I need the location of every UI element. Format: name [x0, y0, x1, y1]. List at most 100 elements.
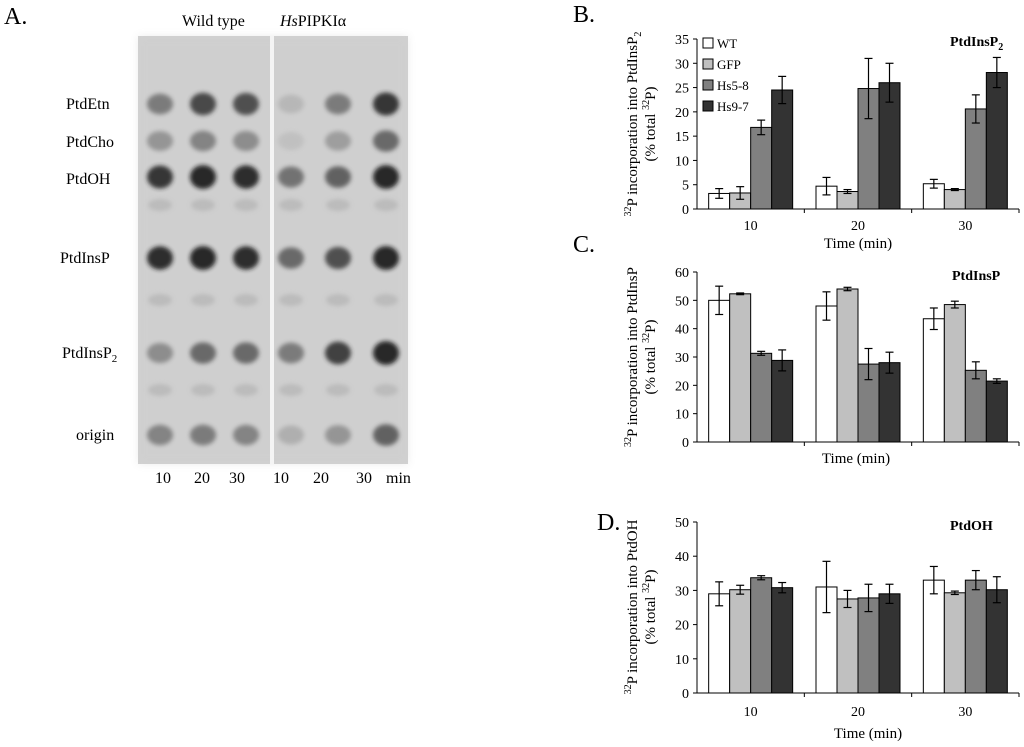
y-tick-label: 40	[675, 323, 689, 338]
chart-0: B. PtdInsP2 32P incorporation into PtdInsP…	[573, 2, 1020, 252]
bar-gfp-20	[836, 288, 859, 443]
panel-letter: C.	[573, 232, 595, 258]
chart-title-main: PtdInsP	[952, 269, 1001, 284]
x-tick-label: 30	[958, 705, 972, 720]
y-tick-label: 30	[675, 584, 689, 599]
y-axis-label-line2-pre: (% total	[643, 343, 659, 395]
gel-smear	[279, 384, 303, 396]
y-axis-label-line2: (% total 32P)	[641, 87, 659, 162]
bar-hs5-8-10	[750, 577, 773, 694]
y-axis-label-line1-sup: 32	[623, 684, 634, 694]
gel-band	[190, 130, 216, 152]
y-axis-label-line1: 32P incorporation into PtdInsP	[623, 267, 641, 447]
panel-a: A. Wild type HsPIPKIα PtdEtn PtdCho PtdO…	[4, 4, 411, 487]
bar-hs9-7-10	[771, 587, 794, 694]
bar-hs9-7-30	[985, 72, 1008, 210]
gel-band	[325, 341, 351, 365]
gel-band	[190, 165, 216, 189]
y-axis-label-line2-main: P)	[643, 87, 659, 100]
lane-label-wt-30: 30	[229, 470, 245, 487]
gel-smear	[191, 294, 215, 306]
gel-band	[233, 342, 259, 364]
panel-a-letter: A.	[4, 4, 27, 30]
y-axis-label-line1-main: P incorporation into PtdInsP	[625, 267, 641, 437]
gel-header-hspipki: HsPIPKIα	[279, 13, 347, 30]
bar-gfp-30	[943, 592, 966, 694]
y-tick-label: 20	[675, 379, 689, 394]
gel-band	[373, 92, 399, 116]
gel-smear	[326, 384, 350, 396]
gel-smear	[279, 294, 303, 306]
gel-smear	[148, 384, 172, 396]
lipid-label-ptdoh: PtdOH	[66, 171, 111, 188]
y-tick-label: 0	[682, 687, 689, 702]
legend-swatch	[702, 100, 714, 112]
y-tick-label: 25	[675, 82, 689, 97]
gel-smear	[374, 294, 398, 306]
y-axis-label: 32P incorporation into PtdOH (% total 32P…	[623, 519, 659, 694]
gel-smear	[326, 199, 350, 211]
legend-label: Hs5-8	[717, 78, 749, 93]
gel-smear	[234, 384, 258, 396]
bar-gfp-20	[836, 191, 859, 210]
gel-band	[233, 165, 259, 189]
x-tick-label: 20	[851, 219, 865, 234]
bar-hs5-8-30	[964, 579, 987, 694]
y-axis-label-line2-pre: (% total	[643, 593, 659, 645]
lane-label-hs-10: 10	[273, 470, 289, 487]
y-axis-label: 32P incorporation into PtdInsP2(% total …	[623, 32, 659, 217]
x-axis-label: Time (min)	[834, 726, 902, 742]
gel-band	[190, 246, 216, 270]
chart-title: PtdInsP	[952, 269, 1001, 284]
y-axis-label-line1-sup: 32	[623, 206, 634, 216]
lipid-label-ptdinsp2: PtdInsP2	[62, 345, 117, 365]
gel-divider	[270, 36, 274, 464]
y-axis-label-line1: 32P incorporation into PtdOH	[623, 519, 641, 694]
chart-title-main: PtdInsP	[950, 35, 999, 50]
gel-band	[373, 130, 399, 152]
gel-band	[147, 131, 173, 151]
gel-band	[373, 341, 399, 365]
y-tick-label: 60	[675, 266, 689, 281]
gel-smear	[279, 199, 303, 211]
gel-band	[373, 424, 399, 446]
gel-smear	[191, 199, 215, 211]
y-tick-label: 20	[675, 106, 689, 121]
lipid-label-ptdcho: PtdCho	[66, 134, 114, 151]
bar-hs9-7-30	[985, 589, 1008, 694]
gel-band	[373, 165, 399, 189]
gel-smear	[374, 199, 398, 211]
legend-swatch	[702, 79, 714, 91]
bar-wt-30	[922, 318, 945, 443]
chart-1: C. PtdInsP 32P incorporation into PtdInsP(…	[573, 232, 1020, 467]
y-tick-label: 30	[675, 57, 689, 72]
y-axis-label-line2-sup: 32	[641, 100, 652, 110]
panel-letter: B.	[573, 2, 595, 28]
lipid-label-ptdinsp2-sub: 2	[112, 353, 118, 365]
gel-band	[233, 92, 259, 116]
legend-label: WT	[717, 36, 737, 51]
legend-swatch	[702, 58, 714, 70]
gel-band	[325, 166, 351, 188]
gel-band	[373, 246, 399, 270]
y-axis-label-line2-main: P)	[643, 320, 659, 333]
lipid-label-ptdinsp: PtdInsP	[60, 250, 110, 267]
bar-hs9-7-20	[878, 362, 901, 443]
lipid-label-ptdetn: PtdEtn	[66, 96, 110, 113]
bar-wt-10	[708, 299, 731, 443]
gel-band	[278, 166, 304, 188]
bar-hs9-7-10	[771, 359, 794, 443]
bar-gfp-20	[836, 598, 859, 694]
gel-band	[278, 131, 304, 151]
bar-hs9-7-20	[878, 593, 901, 694]
y-axis-label-line2-sup: 32	[641, 583, 652, 593]
bar-gfp-10	[729, 293, 752, 443]
lipid-label-ptdinsp2-main: PtdInsP	[62, 345, 112, 362]
gel-band	[325, 246, 351, 270]
legend-label: Hs9-7	[717, 99, 749, 114]
gel-smear	[234, 294, 258, 306]
chart-title: PtdInsP2	[950, 35, 1003, 53]
gel-band	[147, 246, 173, 270]
x-axis-label: Time (min)	[822, 451, 890, 467]
